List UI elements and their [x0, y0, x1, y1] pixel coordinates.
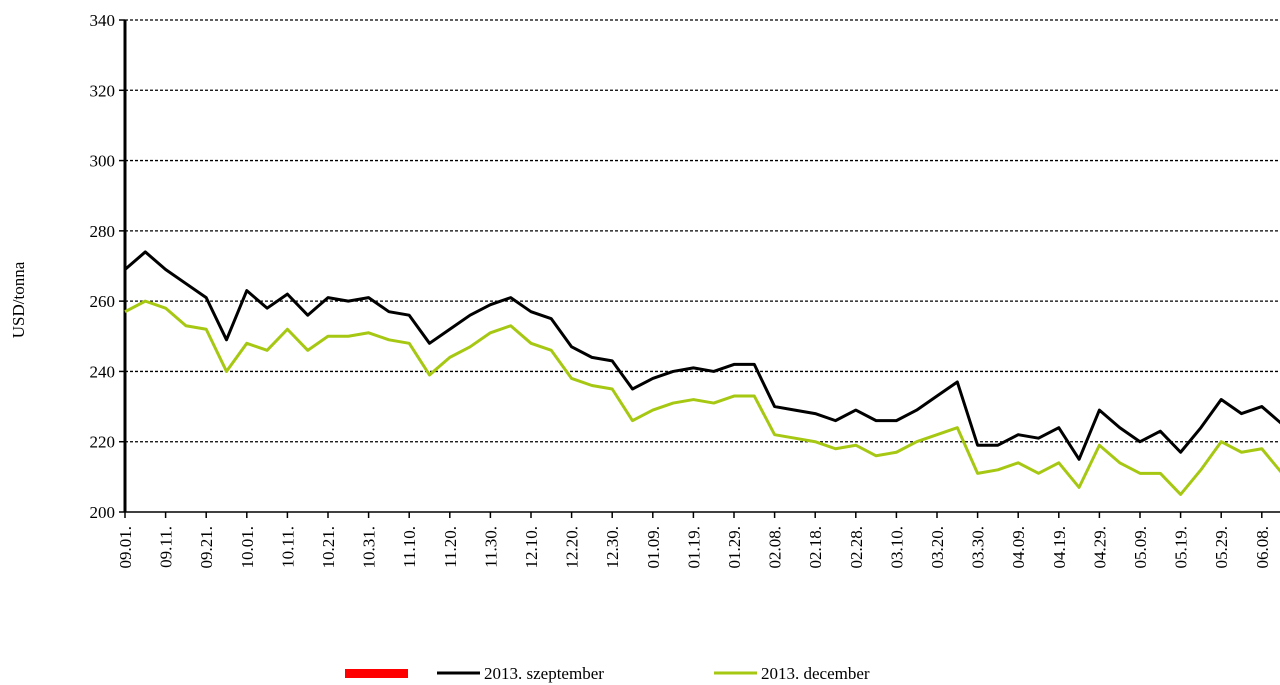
x-tick-label: 10.31.: [360, 526, 379, 569]
x-tick-label: 11.10.: [400, 526, 419, 568]
legend-label: 2013. szeptember: [484, 664, 604, 683]
x-tick-label: 03.10.: [887, 526, 906, 569]
x-tick-label: 09.21.: [197, 526, 216, 569]
x-tick-label: 03.20.: [928, 526, 947, 569]
legend-label: 2013. december: [761, 664, 870, 683]
x-tick-label: 04.19.: [1050, 526, 1069, 569]
x-tick-label: 12.20.: [563, 526, 582, 569]
y-tick-label: 320: [90, 81, 116, 100]
x-tick-label: 04.09.: [1009, 526, 1028, 569]
y-axis-title: USD/tonna: [9, 261, 28, 338]
x-tick-label: 11.20.: [441, 526, 460, 568]
x-tick-label: 05.29.: [1212, 526, 1231, 569]
y-tick-label: 340: [90, 11, 116, 30]
x-tick-label: 10.21.: [319, 526, 338, 569]
series-line: [124, 250, 1280, 461]
y-tick-label: 240: [90, 362, 116, 381]
x-tick-label: 09.01.: [116, 526, 135, 569]
y-tick-label: 260: [90, 292, 116, 311]
x-tick-label: 12.30.: [603, 526, 622, 569]
legend-swatch: [345, 669, 408, 678]
x-tick-label: 04.29.: [1090, 526, 1109, 569]
x-tick-label: 05.19.: [1172, 526, 1191, 569]
x-tick-label: 01.19.: [684, 526, 703, 569]
x-tick-label: 06.08.: [1253, 526, 1272, 569]
y-tick-label: 220: [90, 433, 116, 452]
x-tick-label: 02.28.: [847, 526, 866, 569]
x-tick-label: 02.08.: [766, 526, 785, 569]
y-tick-label: 300: [90, 152, 116, 171]
y-tick-label: 200: [90, 503, 116, 522]
x-tick-label: 01.09.: [644, 526, 663, 569]
x-tick-label: 01.29.: [725, 526, 744, 569]
series-line: [124, 299, 1280, 496]
x-tick-label: 05.09.: [1131, 526, 1150, 569]
x-tick-label: 12.10.: [522, 526, 541, 569]
x-tick-label: 10.11.: [278, 526, 297, 568]
x-tick-label: 09.11.: [157, 526, 176, 568]
x-tick-label: 03.30.: [969, 526, 988, 569]
x-tick-label: 10.01.: [238, 526, 257, 569]
y-tick-label: 280: [90, 222, 116, 241]
x-tick-label: 02.18.: [806, 526, 825, 569]
x-tick-label: 11.30.: [481, 526, 500, 568]
